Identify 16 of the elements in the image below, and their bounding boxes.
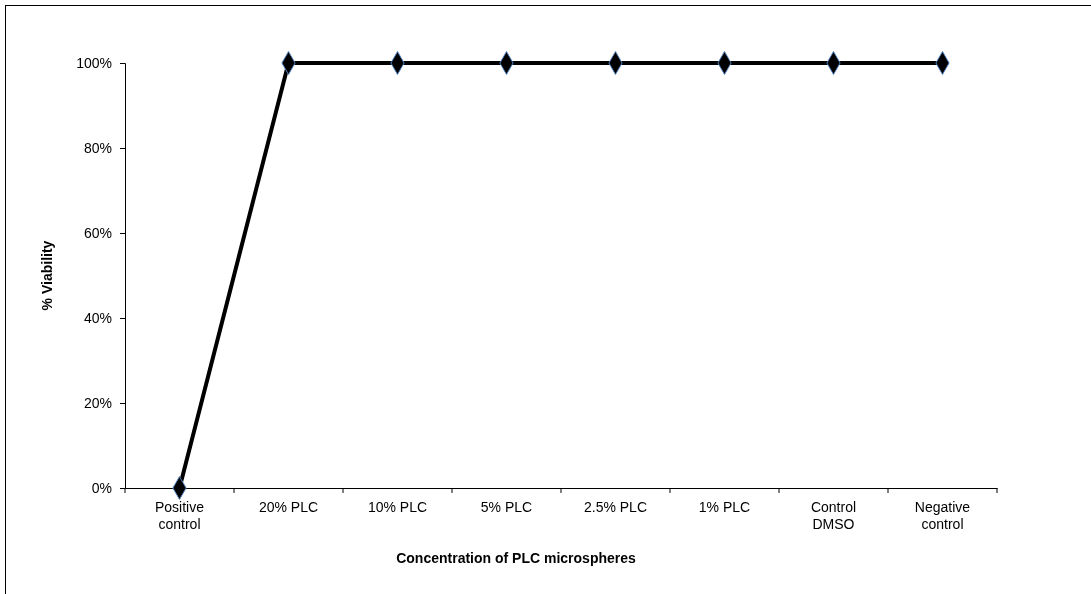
x-tick-label: 20% PLC xyxy=(258,499,319,515)
x-tick-label: Negative control xyxy=(914,499,971,532)
y-tick-label: 20% xyxy=(83,394,112,411)
x-tick-label: 10% PLC xyxy=(367,499,428,515)
x-tick-label: Control DMSO xyxy=(810,499,857,532)
y-tick-label: 0% xyxy=(91,479,112,496)
y-axis-title: % Viability xyxy=(39,240,55,311)
y-tick-label: 80% xyxy=(83,139,112,156)
x-tick-label: 1% PLC xyxy=(698,499,751,515)
y-tick-label: 60% xyxy=(83,224,112,241)
x-tick-label: Positive control xyxy=(154,499,205,532)
y-tick-label: 100% xyxy=(76,54,112,71)
x-axis-title: Concentration of PLC microspheres xyxy=(396,550,637,566)
x-tick-label: 5% PLC xyxy=(480,499,533,515)
x-tick-label: 2.5% PLC xyxy=(583,499,648,515)
y-tick-label: 40% xyxy=(83,309,112,326)
